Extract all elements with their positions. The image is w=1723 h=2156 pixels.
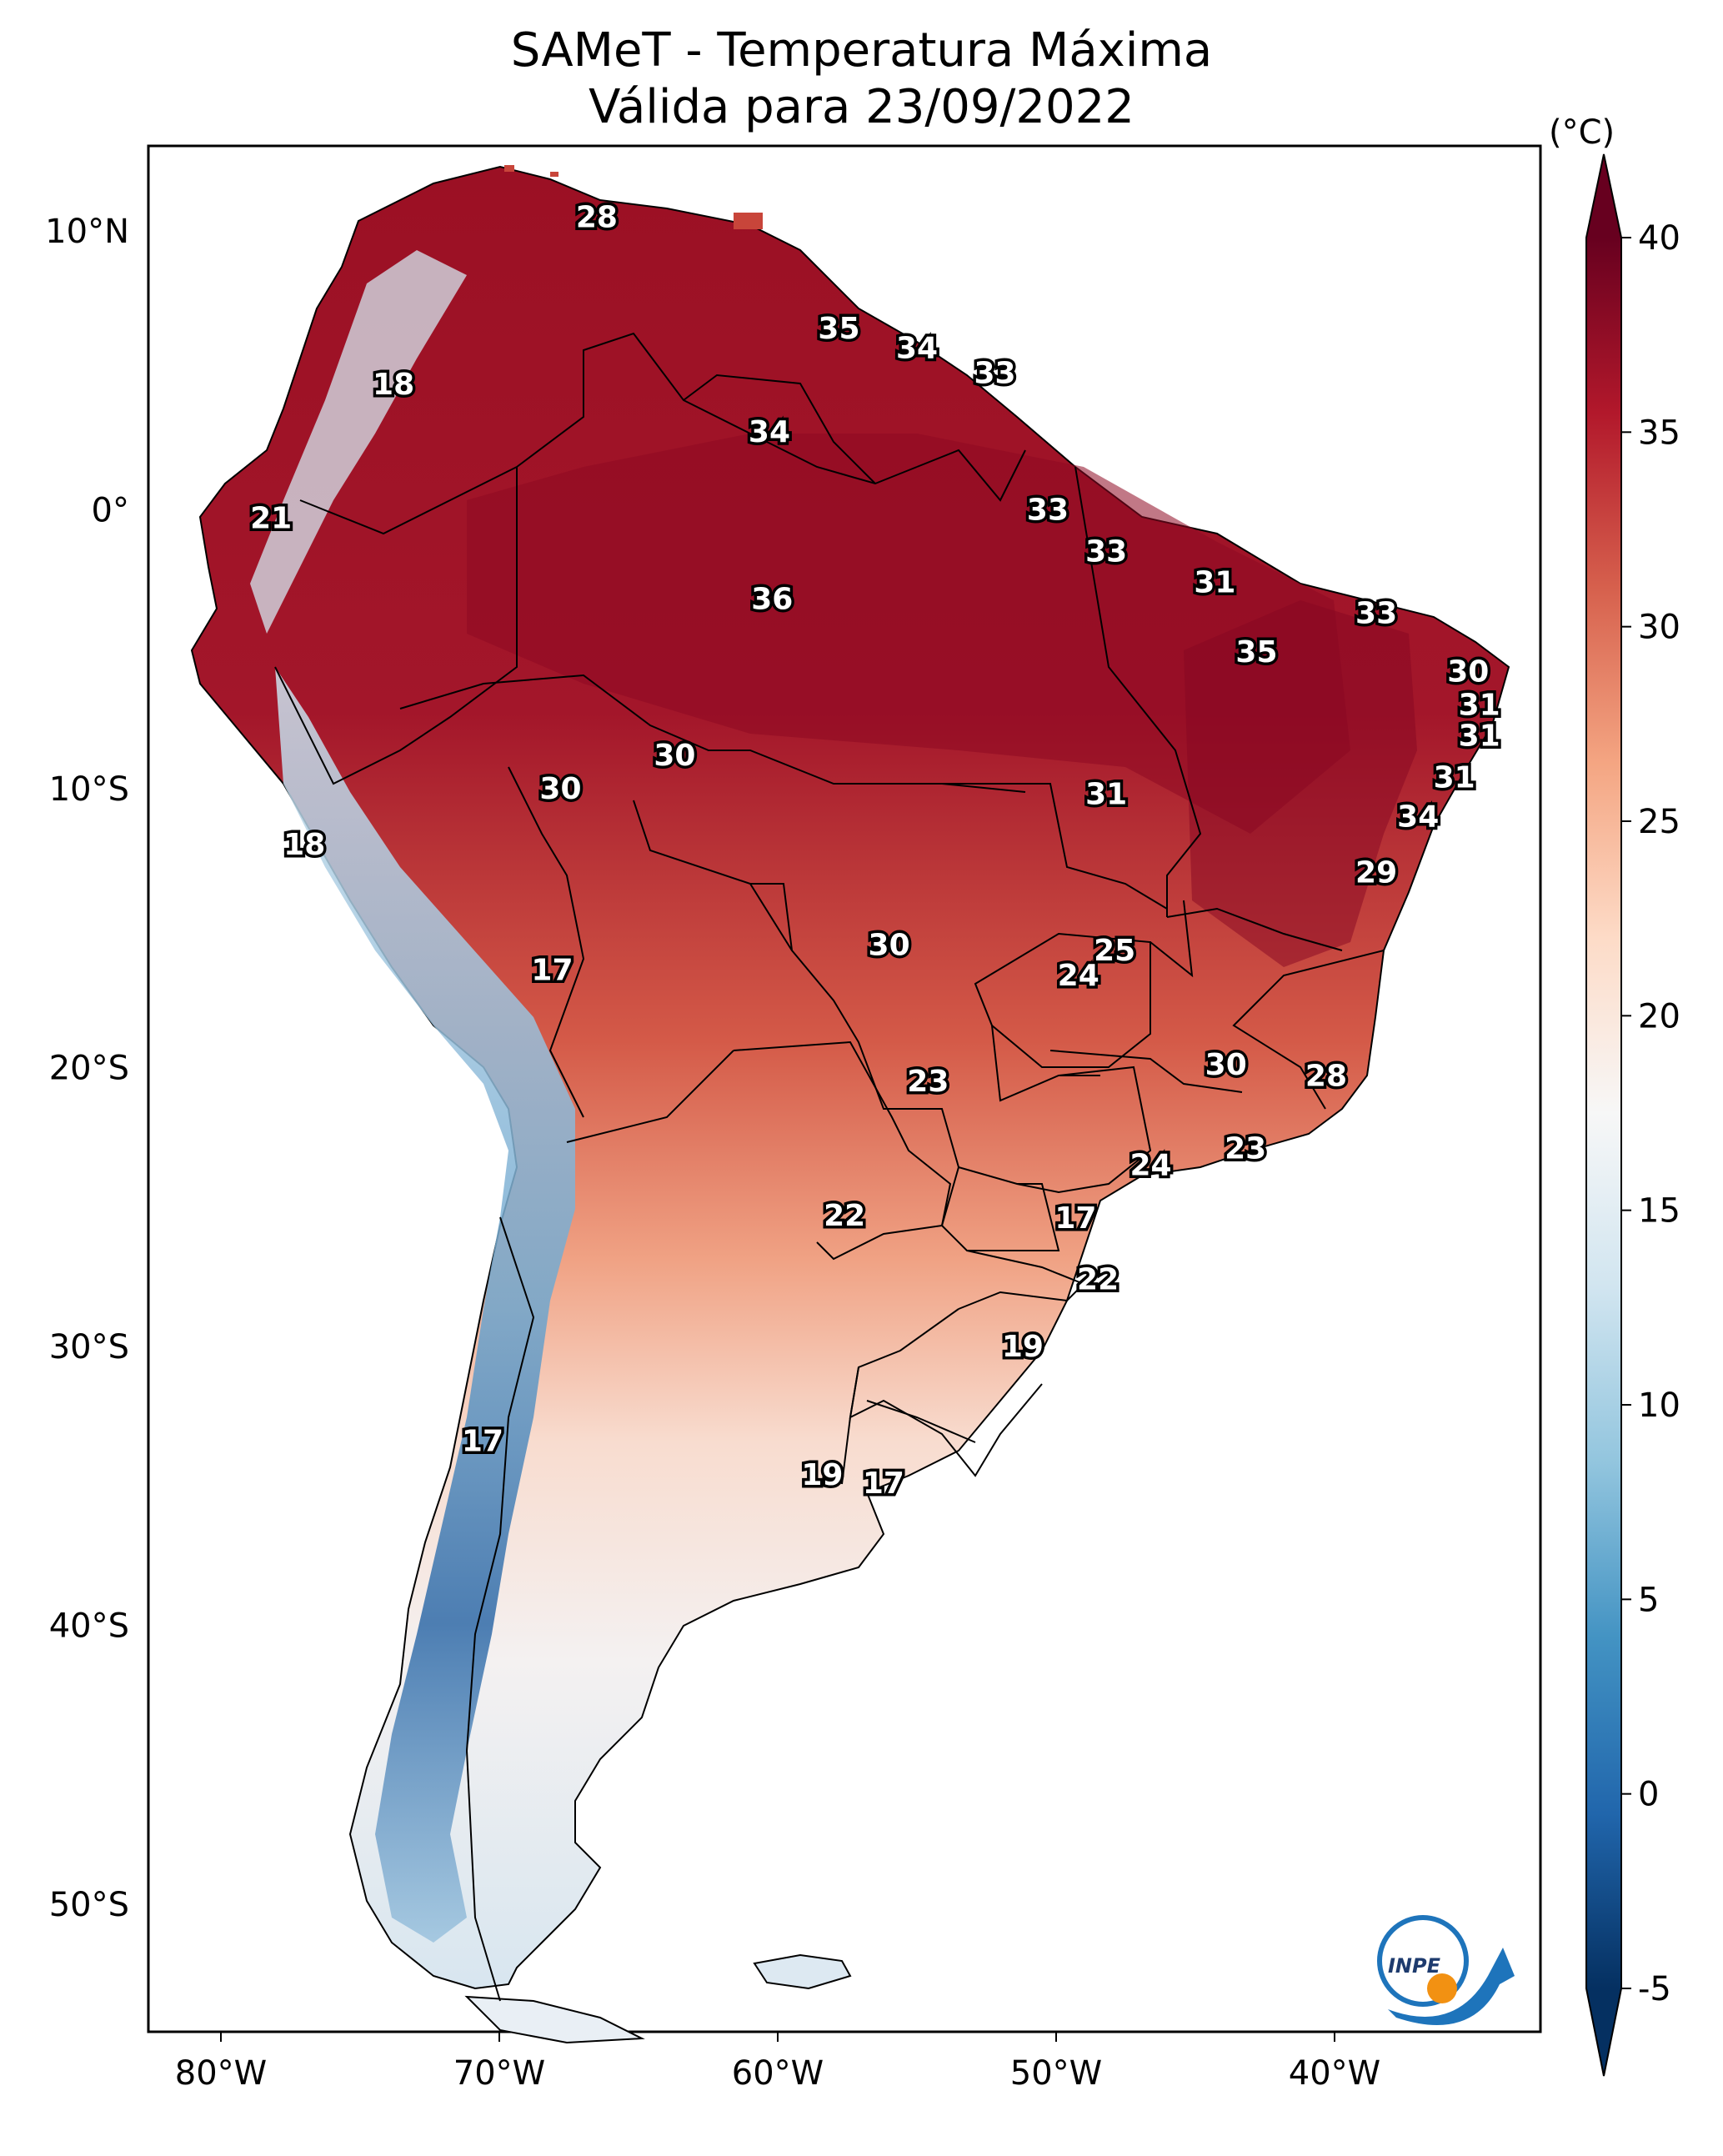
station-value-label: 17 bbox=[531, 953, 573, 987]
longitude-axis-labels: 80°W 70°W 60°W 50°W 40°W bbox=[175, 2032, 1380, 2093]
lon-tick-label: 70°W bbox=[453, 2054, 545, 2093]
lon-tick-label: 60°W bbox=[732, 2054, 824, 2093]
station-value-label: 31 bbox=[1459, 719, 1500, 753]
station-value-label: 24 bbox=[1130, 1149, 1172, 1183]
station-value-label: 18 bbox=[373, 368, 414, 402]
station-value-label: 35 bbox=[818, 312, 859, 346]
lat-tick-label: 10°N bbox=[45, 213, 129, 251]
station-value-label: 23 bbox=[907, 1065, 949, 1099]
caribbean-islands bbox=[504, 165, 763, 229]
colorbar-tick-label: 5 bbox=[1638, 1581, 1659, 1619]
colorbar-unit-label: (°C) bbox=[1549, 113, 1615, 152]
logo-text: INPE bbox=[1388, 1954, 1441, 1978]
station-value-label: 31 bbox=[1194, 565, 1235, 599]
station-value-label: 35 bbox=[1235, 635, 1277, 669]
station-value-label: 23 bbox=[1225, 1132, 1266, 1166]
station-value-label: 29 bbox=[1355, 855, 1397, 890]
station-value-label: 22 bbox=[824, 1199, 865, 1233]
station-value-label: 30 bbox=[1205, 1048, 1247, 1082]
colorbar: (°C) 40 35 30 25 20 15 10 5 0 -5 bbox=[1549, 113, 1680, 2077]
station-value-label: 33 bbox=[1027, 494, 1069, 528]
station-value-label: 30 bbox=[869, 928, 910, 962]
station-value-label: 31 bbox=[1459, 689, 1500, 723]
station-value-label: 25 bbox=[1094, 934, 1135, 968]
station-value-label: 18 bbox=[283, 828, 325, 862]
station-value-label: 28 bbox=[576, 200, 618, 234]
station-value-label: 33 bbox=[1085, 535, 1127, 569]
hot-region-amazon bbox=[467, 434, 1350, 834]
lat-tick-label: 20°S bbox=[49, 1050, 129, 1088]
colorbar-tick-label: 30 bbox=[1638, 609, 1680, 647]
station-value-label: 31 bbox=[1434, 761, 1475, 795]
hot-region-northeast bbox=[1184, 600, 1417, 967]
station-value-label: 33 bbox=[1355, 596, 1397, 630]
map-title-line-1: SAMeT - Temperatura Máxima bbox=[510, 23, 1213, 78]
lat-tick-label: 0° bbox=[92, 492, 129, 530]
lon-tick-label: 50°W bbox=[1010, 2054, 1102, 2093]
colorbar-tick-label: 40 bbox=[1638, 219, 1680, 258]
colorbar-tick-label: 0 bbox=[1638, 1776, 1659, 1814]
inpe-logo-icon: INPE bbox=[1377, 1915, 1515, 2025]
country-borders bbox=[274, 332, 1385, 2002]
colorbar-tick-label: 20 bbox=[1638, 997, 1680, 1035]
colorbar-tick-label: -5 bbox=[1638, 1970, 1671, 2008]
tierra-del-fuego bbox=[464, 1995, 645, 2044]
station-value-label: 36 bbox=[751, 583, 793, 617]
colorbar-tick-label: 25 bbox=[1638, 803, 1680, 841]
colorbar-tick-label: 10 bbox=[1638, 1386, 1680, 1425]
station-value-label: 31 bbox=[1085, 778, 1127, 812]
lon-tick-label: 80°W bbox=[175, 2054, 267, 2093]
map-title-line-2: Válida para 23/09/2022 bbox=[589, 80, 1134, 134]
station-value-label: 28 bbox=[1305, 1060, 1347, 1094]
station-value-label: 30 bbox=[1447, 655, 1489, 689]
station-value-label: 30 bbox=[654, 739, 695, 773]
colorbar-tick-labels: 40 35 30 25 20 15 10 5 0 -5 bbox=[1621, 219, 1680, 2008]
colorbar-gradient bbox=[1586, 238, 1621, 1988]
latitude-axis-labels: 10°N 0° 10°S 20°S 30°S 40°S 50°S bbox=[45, 213, 129, 1924]
lon-tick-label: 40°W bbox=[1289, 2054, 1380, 2093]
colorbar-tick-label: 15 bbox=[1638, 1192, 1680, 1231]
station-value-label: 17 bbox=[863, 1467, 904, 1501]
station-value-label: 34 bbox=[1397, 800, 1439, 834]
station-value-label: 34 bbox=[896, 331, 938, 365]
lat-tick-label: 30°S bbox=[49, 1328, 129, 1366]
station-value-label: 30 bbox=[539, 772, 581, 806]
lat-tick-label: 40°S bbox=[49, 1607, 129, 1646]
station-value-label: 22 bbox=[1077, 1263, 1119, 1297]
station-value-label: 21 bbox=[250, 502, 292, 536]
lat-tick-label: 50°S bbox=[49, 1886, 129, 1924]
colorbar-max-arrow bbox=[1586, 154, 1621, 238]
station-value-label: 34 bbox=[749, 415, 790, 449]
andes-north-cold bbox=[250, 250, 467, 634]
lat-tick-label: 10°S bbox=[49, 770, 129, 809]
station-value-label: 24 bbox=[1058, 959, 1099, 993]
station-value-label: 19 bbox=[1002, 1330, 1044, 1364]
station-value-label: 17 bbox=[1054, 1201, 1096, 1236]
andes-cold-strip bbox=[275, 667, 575, 1943]
falkland-islands bbox=[753, 1953, 852, 1990]
colorbar-tick-label: 35 bbox=[1638, 414, 1680, 452]
colorbar-min-arrow bbox=[1586, 1988, 1621, 2076]
station-value-label: 19 bbox=[801, 1458, 843, 1492]
station-value-label: 33 bbox=[974, 357, 1015, 391]
station-value-label: 17 bbox=[462, 1425, 503, 1459]
